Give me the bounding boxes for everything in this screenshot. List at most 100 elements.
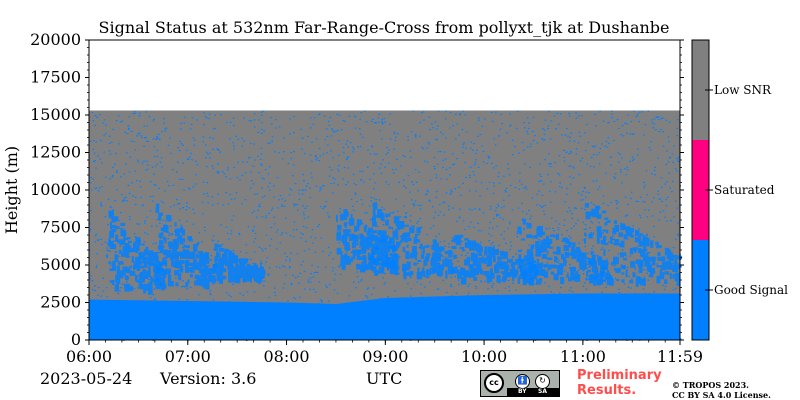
speckle <box>346 251 348 253</box>
layer-cell <box>672 274 675 279</box>
speckle <box>334 273 336 275</box>
speckle <box>119 245 121 247</box>
layer-cell <box>549 246 554 249</box>
copyright-line-2: CC BY SA 4.0 License. <box>672 390 771 400</box>
layer-cell <box>526 223 532 229</box>
speckle <box>489 221 492 223</box>
speckle <box>590 202 593 204</box>
speckle <box>573 140 576 142</box>
speckle <box>292 229 295 231</box>
layer-cell <box>179 260 185 264</box>
layer-cell <box>189 273 193 278</box>
layer-cell <box>362 235 365 242</box>
speckle <box>209 152 211 154</box>
layer-cell <box>138 285 144 290</box>
speckle <box>671 191 673 193</box>
speckle <box>558 223 561 225</box>
speckle <box>394 198 397 200</box>
layer-cell <box>150 276 153 285</box>
cc-by-label: BY <box>518 388 527 395</box>
layer-cell <box>421 267 425 275</box>
layer-cell <box>672 264 678 272</box>
speckle <box>543 183 545 185</box>
speckle <box>264 248 267 250</box>
speckle <box>130 130 133 132</box>
speckle <box>436 139 438 141</box>
speckle <box>569 165 571 167</box>
speckle <box>551 217 553 219</box>
layer-cell <box>168 274 172 282</box>
speckle <box>664 216 666 218</box>
cc-bar: BY SA <box>507 388 559 396</box>
speckle <box>337 168 339 170</box>
speckle <box>391 227 393 229</box>
layer-cell <box>120 261 124 265</box>
speckle <box>317 225 319 228</box>
layer-cell <box>629 247 634 255</box>
layer-cell <box>589 211 592 217</box>
speckle <box>553 293 555 295</box>
speckle <box>260 164 263 166</box>
speckle <box>293 132 295 134</box>
speckle <box>254 233 257 235</box>
layer-cell <box>430 258 437 264</box>
speckle <box>330 150 332 152</box>
speckle <box>129 218 131 220</box>
speckle <box>94 241 97 243</box>
speckle <box>269 182 271 184</box>
layer-cell <box>193 262 200 270</box>
speckle <box>207 202 209 204</box>
speckle <box>152 120 155 122</box>
layer-cell <box>491 253 496 258</box>
speckle <box>322 185 324 187</box>
speckle <box>303 288 306 290</box>
speckle <box>644 124 647 126</box>
layer-cell <box>219 258 224 261</box>
layer-cell <box>189 251 192 260</box>
speckle <box>619 245 621 247</box>
layer-cell <box>236 266 242 272</box>
speckle <box>542 210 545 212</box>
layer-cell <box>391 244 395 252</box>
speckle <box>237 161 239 163</box>
layer-cell <box>379 244 384 248</box>
layer-cell <box>528 253 534 261</box>
layer-cell <box>539 269 546 276</box>
layer-cell <box>660 265 666 271</box>
speckle <box>462 182 464 184</box>
speckle <box>557 229 560 231</box>
layer-cell <box>645 239 649 247</box>
layer-cell <box>191 251 196 260</box>
layer-cell <box>392 247 398 251</box>
layer-cell <box>484 246 487 253</box>
layer-cell <box>621 279 625 283</box>
layer-cell <box>571 252 577 259</box>
speckle <box>637 113 639 115</box>
speckle <box>509 113 511 115</box>
speckle <box>493 167 495 169</box>
layer-cell <box>216 244 222 248</box>
speckle <box>581 115 583 117</box>
version-label: Version: 3.6 <box>160 369 257 388</box>
layer-cell <box>372 216 376 224</box>
speckle <box>477 117 480 119</box>
speckle <box>611 113 614 115</box>
speckle <box>447 208 450 211</box>
speckle <box>392 169 394 171</box>
speckle <box>242 294 245 296</box>
layer-cell <box>656 275 661 284</box>
speckle <box>429 129 431 131</box>
layer-cell <box>525 267 531 276</box>
speckle <box>416 281 419 283</box>
speckle <box>442 256 445 258</box>
layer-cell <box>563 259 567 266</box>
speckle <box>643 134 645 136</box>
speckle <box>346 140 349 142</box>
speckle <box>496 215 498 217</box>
speckle <box>261 114 263 116</box>
speckle <box>337 130 339 132</box>
speckle <box>508 195 510 197</box>
speckle <box>232 117 235 119</box>
speckle <box>646 216 649 218</box>
speckle <box>252 165 255 167</box>
